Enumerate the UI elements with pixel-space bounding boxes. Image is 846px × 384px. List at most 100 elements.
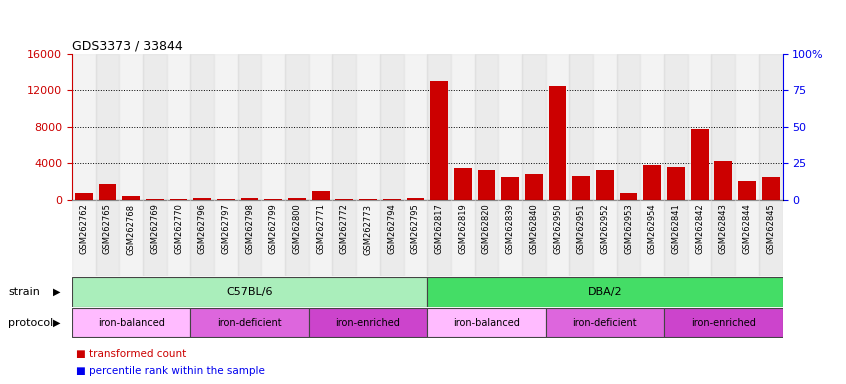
Bar <box>119 200 143 276</box>
Text: GDS3373 / 33844: GDS3373 / 33844 <box>72 40 183 53</box>
Bar <box>241 198 259 200</box>
Bar <box>98 184 116 200</box>
Text: GSM262799: GSM262799 <box>269 204 277 254</box>
Bar <box>193 198 212 200</box>
Bar <box>546 200 569 276</box>
Bar <box>759 200 783 276</box>
Bar <box>146 199 163 200</box>
Bar <box>238 54 261 200</box>
Bar <box>359 199 377 200</box>
Bar <box>593 54 617 200</box>
Text: GSM262819: GSM262819 <box>459 204 467 254</box>
Text: DBA/2: DBA/2 <box>588 287 622 297</box>
Text: GSM262954: GSM262954 <box>648 204 656 254</box>
Bar <box>572 176 590 200</box>
Bar <box>214 200 238 276</box>
Bar <box>644 165 662 200</box>
Bar <box>664 54 688 200</box>
Bar <box>167 200 190 276</box>
Bar <box>380 200 404 276</box>
Text: GSM262841: GSM262841 <box>672 204 680 254</box>
Bar <box>593 200 617 276</box>
Text: ■ transformed count: ■ transformed count <box>76 349 186 359</box>
Text: GSM262840: GSM262840 <box>530 204 538 254</box>
Bar <box>72 54 96 200</box>
Text: GSM262817: GSM262817 <box>435 204 443 254</box>
Text: GSM262772: GSM262772 <box>340 204 349 254</box>
Bar <box>427 200 451 276</box>
Bar <box>451 200 475 276</box>
Bar <box>190 200 214 276</box>
Bar <box>380 54 404 200</box>
Text: GSM262765: GSM262765 <box>103 204 112 254</box>
Bar <box>143 200 167 276</box>
Bar <box>285 54 309 200</box>
Text: ■ percentile rank within the sample: ■ percentile rank within the sample <box>76 366 265 376</box>
Text: protocol: protocol <box>8 318 53 328</box>
Text: GSM262953: GSM262953 <box>624 204 633 254</box>
Text: iron-deficient: iron-deficient <box>573 318 637 328</box>
Bar <box>169 199 188 200</box>
Text: GSM262800: GSM262800 <box>293 204 301 254</box>
Bar <box>454 168 472 200</box>
Bar <box>427 277 783 306</box>
Bar <box>690 129 708 200</box>
Bar <box>759 54 783 200</box>
Bar <box>119 54 143 200</box>
Text: GSM262820: GSM262820 <box>482 204 491 254</box>
Bar <box>122 196 140 200</box>
Text: GSM262762: GSM262762 <box>80 204 88 254</box>
Text: GSM262950: GSM262950 <box>553 204 562 254</box>
Bar <box>167 54 190 200</box>
Text: ▶: ▶ <box>53 287 61 297</box>
Bar <box>738 181 756 200</box>
Text: ▶: ▶ <box>53 318 61 328</box>
Bar <box>332 200 356 276</box>
Text: GSM262843: GSM262843 <box>719 204 728 254</box>
Bar <box>525 174 543 200</box>
Bar <box>427 308 546 337</box>
Text: GSM262770: GSM262770 <box>174 204 183 254</box>
Bar <box>711 200 735 276</box>
Bar <box>72 277 427 306</box>
Text: GSM262839: GSM262839 <box>506 204 514 254</box>
Bar <box>688 54 711 200</box>
Bar <box>72 200 96 276</box>
Bar <box>190 54 214 200</box>
Bar <box>382 199 401 200</box>
Bar <box>475 54 498 200</box>
Bar <box>214 54 238 200</box>
Bar <box>498 54 522 200</box>
Bar <box>569 54 593 200</box>
Bar <box>332 54 356 200</box>
Bar <box>715 161 733 200</box>
Bar <box>735 54 759 200</box>
Text: GSM262845: GSM262845 <box>766 204 775 254</box>
Bar <box>477 170 496 200</box>
Bar <box>548 86 566 200</box>
Bar <box>667 167 685 200</box>
Text: GSM262771: GSM262771 <box>316 204 325 254</box>
Bar <box>261 200 285 276</box>
Bar <box>688 200 711 276</box>
Bar <box>96 200 119 276</box>
Bar <box>664 200 688 276</box>
Bar <box>217 199 234 200</box>
Bar <box>617 54 640 200</box>
Bar <box>404 200 427 276</box>
Text: GSM262794: GSM262794 <box>387 204 396 254</box>
Text: GSM262769: GSM262769 <box>151 204 159 254</box>
Bar <box>522 54 546 200</box>
Bar <box>475 200 498 276</box>
Text: GSM262796: GSM262796 <box>198 204 206 254</box>
Bar <box>617 200 640 276</box>
Bar <box>501 177 519 200</box>
Text: GSM262773: GSM262773 <box>364 204 372 255</box>
Bar <box>335 199 354 200</box>
Bar <box>546 308 664 337</box>
Text: strain: strain <box>8 287 41 297</box>
Bar <box>430 81 448 200</box>
Text: iron-balanced: iron-balanced <box>453 318 520 328</box>
Bar <box>451 54 475 200</box>
Bar <box>285 200 309 276</box>
